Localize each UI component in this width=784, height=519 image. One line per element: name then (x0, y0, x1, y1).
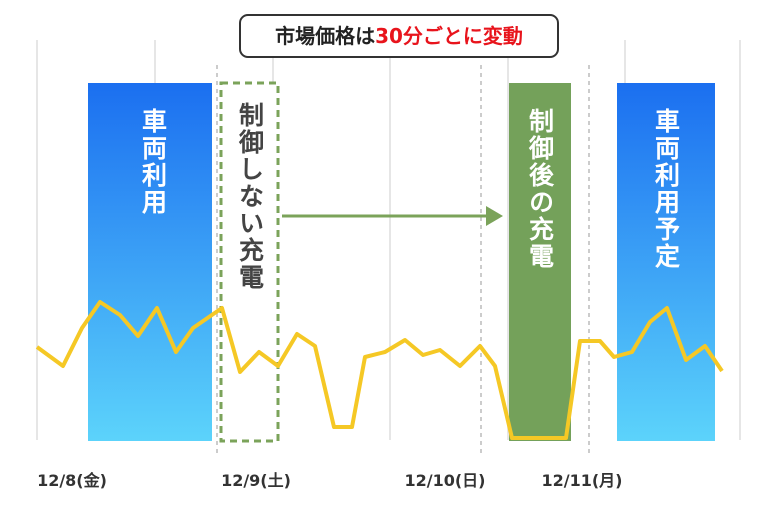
date-label: 12/9(土) (221, 471, 291, 490)
arrow (282, 206, 503, 226)
controlled-charge-label: 制御後の充電 (526, 108, 556, 270)
title-highlight: 30分ごとに変動 (375, 24, 523, 48)
vehicle-use-planned-block (617, 83, 715, 441)
vehicle-use-planned-label: 車両利用予定 (652, 108, 681, 270)
date-label: 12/11(月) (541, 471, 622, 490)
uncontrolled-charge-block (219, 81, 280, 443)
vehicle-use-block (88, 83, 212, 441)
vehicle-use-label: 車両利用 (139, 108, 168, 216)
price-line (35, 300, 724, 440)
title: 市場価格は30分ごとに変動 (275, 24, 523, 48)
date-label: 12/8(金) (37, 471, 107, 490)
title-box (239, 14, 559, 58)
uncontrolled-charge-label: 制御しない充電 (236, 102, 266, 291)
title-prefix: 市場価格は (275, 24, 375, 48)
controlled-charge-block (509, 83, 571, 441)
day-dividers (216, 65, 590, 455)
date-label: 12/10(日) (404, 471, 485, 490)
